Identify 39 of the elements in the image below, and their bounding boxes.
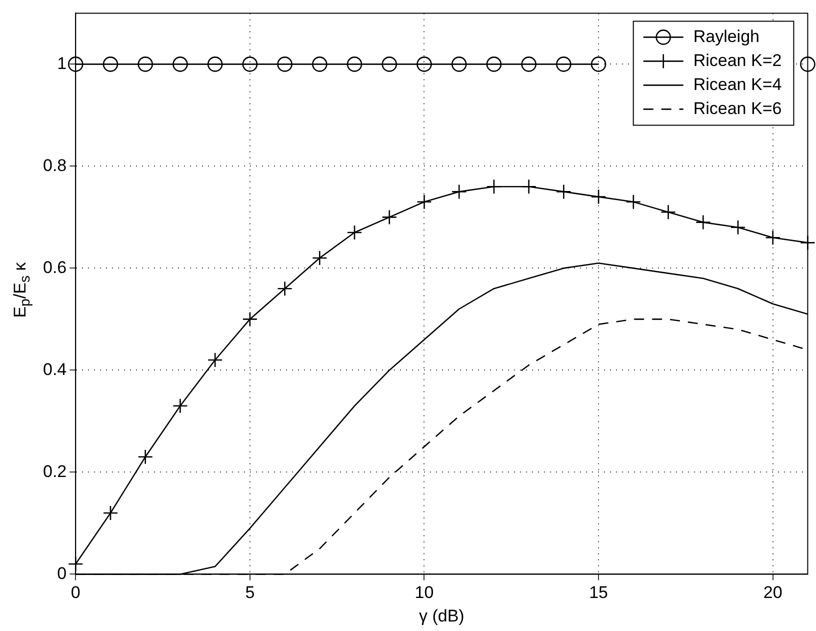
x-tick-label: 5	[245, 583, 255, 602]
point	[382, 210, 398, 225]
point	[68, 56, 84, 72]
x-axis-title: γ (dB)	[418, 606, 464, 626]
point	[138, 56, 154, 72]
point	[242, 56, 258, 72]
point	[346, 56, 362, 72]
point	[242, 312, 258, 327]
legend-label: Ricean K=4	[693, 74, 782, 94]
y-tick-label: 0.6	[42, 258, 67, 277]
point	[346, 224, 362, 240]
y-tick-label: 0.8	[42, 156, 67, 175]
y-tick-label: 0	[57, 564, 67, 583]
x-tick-label: 10	[414, 583, 434, 602]
point	[382, 56, 398, 72]
point	[556, 56, 572, 72]
point	[277, 56, 292, 72]
legend-label: Ricean K=6	[693, 98, 782, 118]
legend-label: Rayleigh	[693, 26, 760, 46]
point	[207, 56, 223, 72]
x-tick-label: 20	[763, 583, 782, 602]
point	[207, 352, 223, 368]
legend-label: Ricean K=2	[693, 50, 782, 70]
point	[521, 56, 536, 72]
point	[102, 56, 118, 72]
point	[172, 56, 188, 72]
x-tick-label: 15	[589, 583, 608, 602]
point	[312, 56, 328, 72]
point	[451, 56, 467, 72]
point	[590, 56, 606, 72]
point	[800, 56, 816, 72]
point	[102, 505, 118, 521]
y-tick-label: 0.4	[42, 360, 67, 379]
x-tick-label: 0	[70, 583, 80, 602]
y-tick-label: 1	[57, 54, 67, 73]
point	[416, 56, 432, 72]
point	[486, 56, 502, 72]
point	[312, 250, 328, 266]
y-tick-label: 0.2	[42, 462, 67, 481]
